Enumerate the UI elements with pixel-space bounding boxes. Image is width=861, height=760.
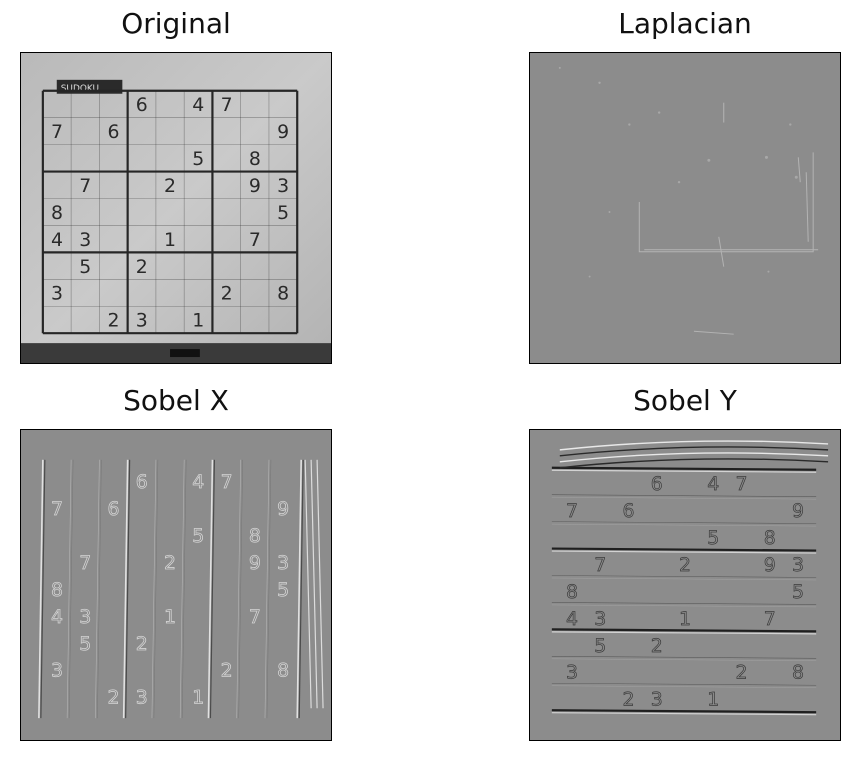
sudoku-digit: 7 bbox=[51, 121, 63, 143]
sudoku-digit-edge: 7 bbox=[249, 606, 261, 628]
sudoku-digit-edge: 8 bbox=[249, 525, 261, 547]
sudoku-digit: 4 bbox=[192, 94, 204, 116]
sudoku-digit-edge: 3 bbox=[594, 608, 606, 630]
sudoku-digit: 3 bbox=[136, 310, 148, 332]
sudoku-digit-edge: 3 bbox=[651, 689, 663, 711]
sudoku-digit-edge: 8 bbox=[792, 662, 804, 684]
sudoku-digit: 7 bbox=[249, 229, 261, 251]
sudoku-digit: 5 bbox=[192, 148, 204, 170]
sudoku-digit-edge: 1 bbox=[192, 687, 204, 709]
sudoku-digit-edge: 2 bbox=[622, 689, 634, 711]
sudoku-digit-edge: 6 bbox=[651, 473, 663, 495]
sudoku-digit: 6 bbox=[108, 121, 120, 143]
sudoku-digit-edge: 1 bbox=[679, 608, 691, 630]
panel-title-sobel-y: Sobel Y bbox=[525, 385, 845, 417]
sudoku-digit-edge: 2 bbox=[221, 660, 233, 682]
sudoku-digit: 5 bbox=[79, 256, 91, 278]
sudoku-digit-edge: 4 bbox=[192, 471, 204, 493]
sudoku-digit-edge: 2 bbox=[108, 687, 120, 709]
sudoku-digit-edge: 2 bbox=[164, 552, 176, 574]
sudoku-digit-edge: 6 bbox=[136, 471, 148, 493]
sudoku-digit-edge: 4 bbox=[707, 473, 719, 495]
sudoku-digit: 3 bbox=[51, 283, 63, 305]
sudoku-digit: 6 bbox=[136, 94, 148, 116]
sudoku-digit-edge: 5 bbox=[792, 581, 804, 603]
panel-title-original: Original bbox=[16, 8, 336, 40]
sudoku-digit-edge: 7 bbox=[736, 473, 748, 495]
sobel-x-edge-image: 6 4 77 6 95 87 2 9 38 54 3 1 75 23 2 82 3 1 bbox=[21, 430, 331, 740]
sudoku-digit: 5 bbox=[277, 202, 289, 224]
sudoku-digit: 2 bbox=[221, 283, 233, 305]
sudoku-digit: 2 bbox=[108, 310, 120, 332]
panel-title-laplacian: Laplacian bbox=[525, 8, 845, 40]
laplacian-image-panel bbox=[529, 52, 841, 364]
laplacian-edge-image bbox=[530, 53, 840, 363]
sobel-y-edge-image: 6 4 77 6 95 87 2 9 38 54 3 1 75 23 2 82 3 1 bbox=[530, 430, 840, 740]
sudoku-digit-edge: 3 bbox=[566, 662, 578, 684]
sudoku-digit-edge: 8 bbox=[566, 581, 578, 603]
sudoku-digit: 7 bbox=[79, 175, 91, 197]
sudoku-digit-edge: 3 bbox=[136, 687, 148, 709]
sudoku-digit-edge: 5 bbox=[707, 527, 719, 549]
sudoku-digit: 9 bbox=[249, 175, 261, 197]
sudoku-header-label: SUDOKU bbox=[61, 84, 99, 94]
sudoku-digit-edge: 5 bbox=[277, 579, 289, 601]
sudoku-digit-edge: 6 bbox=[622, 500, 634, 522]
sudoku-digit-edge: 7 bbox=[51, 498, 63, 520]
sudoku-digit-edge: 3 bbox=[277, 552, 289, 574]
panel-title-sobel-x: Sobel X bbox=[16, 385, 336, 417]
sudoku-digit-edge: 2 bbox=[136, 633, 148, 655]
sudoku-digit-edge: 3 bbox=[79, 606, 91, 628]
sudoku-digit-edge: 1 bbox=[707, 689, 719, 711]
sudoku-digit: 3 bbox=[79, 229, 91, 251]
sudoku-digit-edge: 2 bbox=[736, 662, 748, 684]
sudoku-digit-edge: 7 bbox=[594, 554, 606, 576]
sudoku-digit-edge: 2 bbox=[679, 554, 691, 576]
sudoku-digit-edge: 9 bbox=[764, 554, 776, 576]
sudoku-digit: 9 bbox=[277, 121, 289, 143]
sudoku-digit: 8 bbox=[277, 283, 289, 305]
sudoku-digit-edge: 7 bbox=[566, 500, 578, 522]
sudoku-digit-edge: 2 bbox=[651, 635, 663, 657]
sudoku-digit: 1 bbox=[192, 310, 204, 332]
sudoku-digit-edge: 8 bbox=[51, 579, 63, 601]
sudoku-digit-edge: 8 bbox=[764, 527, 776, 549]
sudoku-digit-edge: 6 bbox=[108, 498, 120, 520]
sudoku-digit-edge: 4 bbox=[51, 606, 63, 628]
sudoku-digit-edge: 7 bbox=[764, 608, 776, 630]
original-image-panel: SUDOKU 64776958729385431752328231 bbox=[20, 52, 332, 364]
sudoku-digit-edge: 3 bbox=[51, 660, 63, 682]
sudoku-digit-edge: 5 bbox=[192, 525, 204, 547]
sudoku-digit-edge: 1 bbox=[164, 606, 176, 628]
sudoku-digit-edge: 5 bbox=[594, 635, 606, 657]
sudoku-digit: 2 bbox=[164, 175, 176, 197]
sudoku-digit: 2 bbox=[136, 256, 148, 278]
sudoku-digit-edge: 4 bbox=[566, 608, 578, 630]
sudoku-digit-edge: 9 bbox=[249, 552, 261, 574]
sudoku-digit: 8 bbox=[51, 202, 63, 224]
sudoku-digit: 3 bbox=[277, 175, 289, 197]
sudoku-digit: 8 bbox=[249, 148, 261, 170]
original-sudoku-image: SUDOKU 6 4 77 6 95 87 2 9 38 54 3 1 75 23 2 82 3 1 bbox=[21, 53, 331, 363]
sudoku-digit-edge: 3 bbox=[792, 554, 804, 576]
sudoku-digit: 4 bbox=[51, 229, 63, 251]
sudoku-digit-edge: 5 bbox=[79, 633, 91, 655]
sudoku-digit: 7 bbox=[221, 94, 233, 116]
sudoku-digit: 1 bbox=[164, 229, 176, 251]
sudoku-digit-edge: 9 bbox=[277, 498, 289, 520]
sudoku-digit-edge: 8 bbox=[277, 660, 289, 682]
sudoku-digit-edge: 9 bbox=[792, 500, 804, 522]
sudoku-digit-edge: 7 bbox=[221, 471, 233, 493]
sudoku-digit-edge: 7 bbox=[79, 552, 91, 574]
